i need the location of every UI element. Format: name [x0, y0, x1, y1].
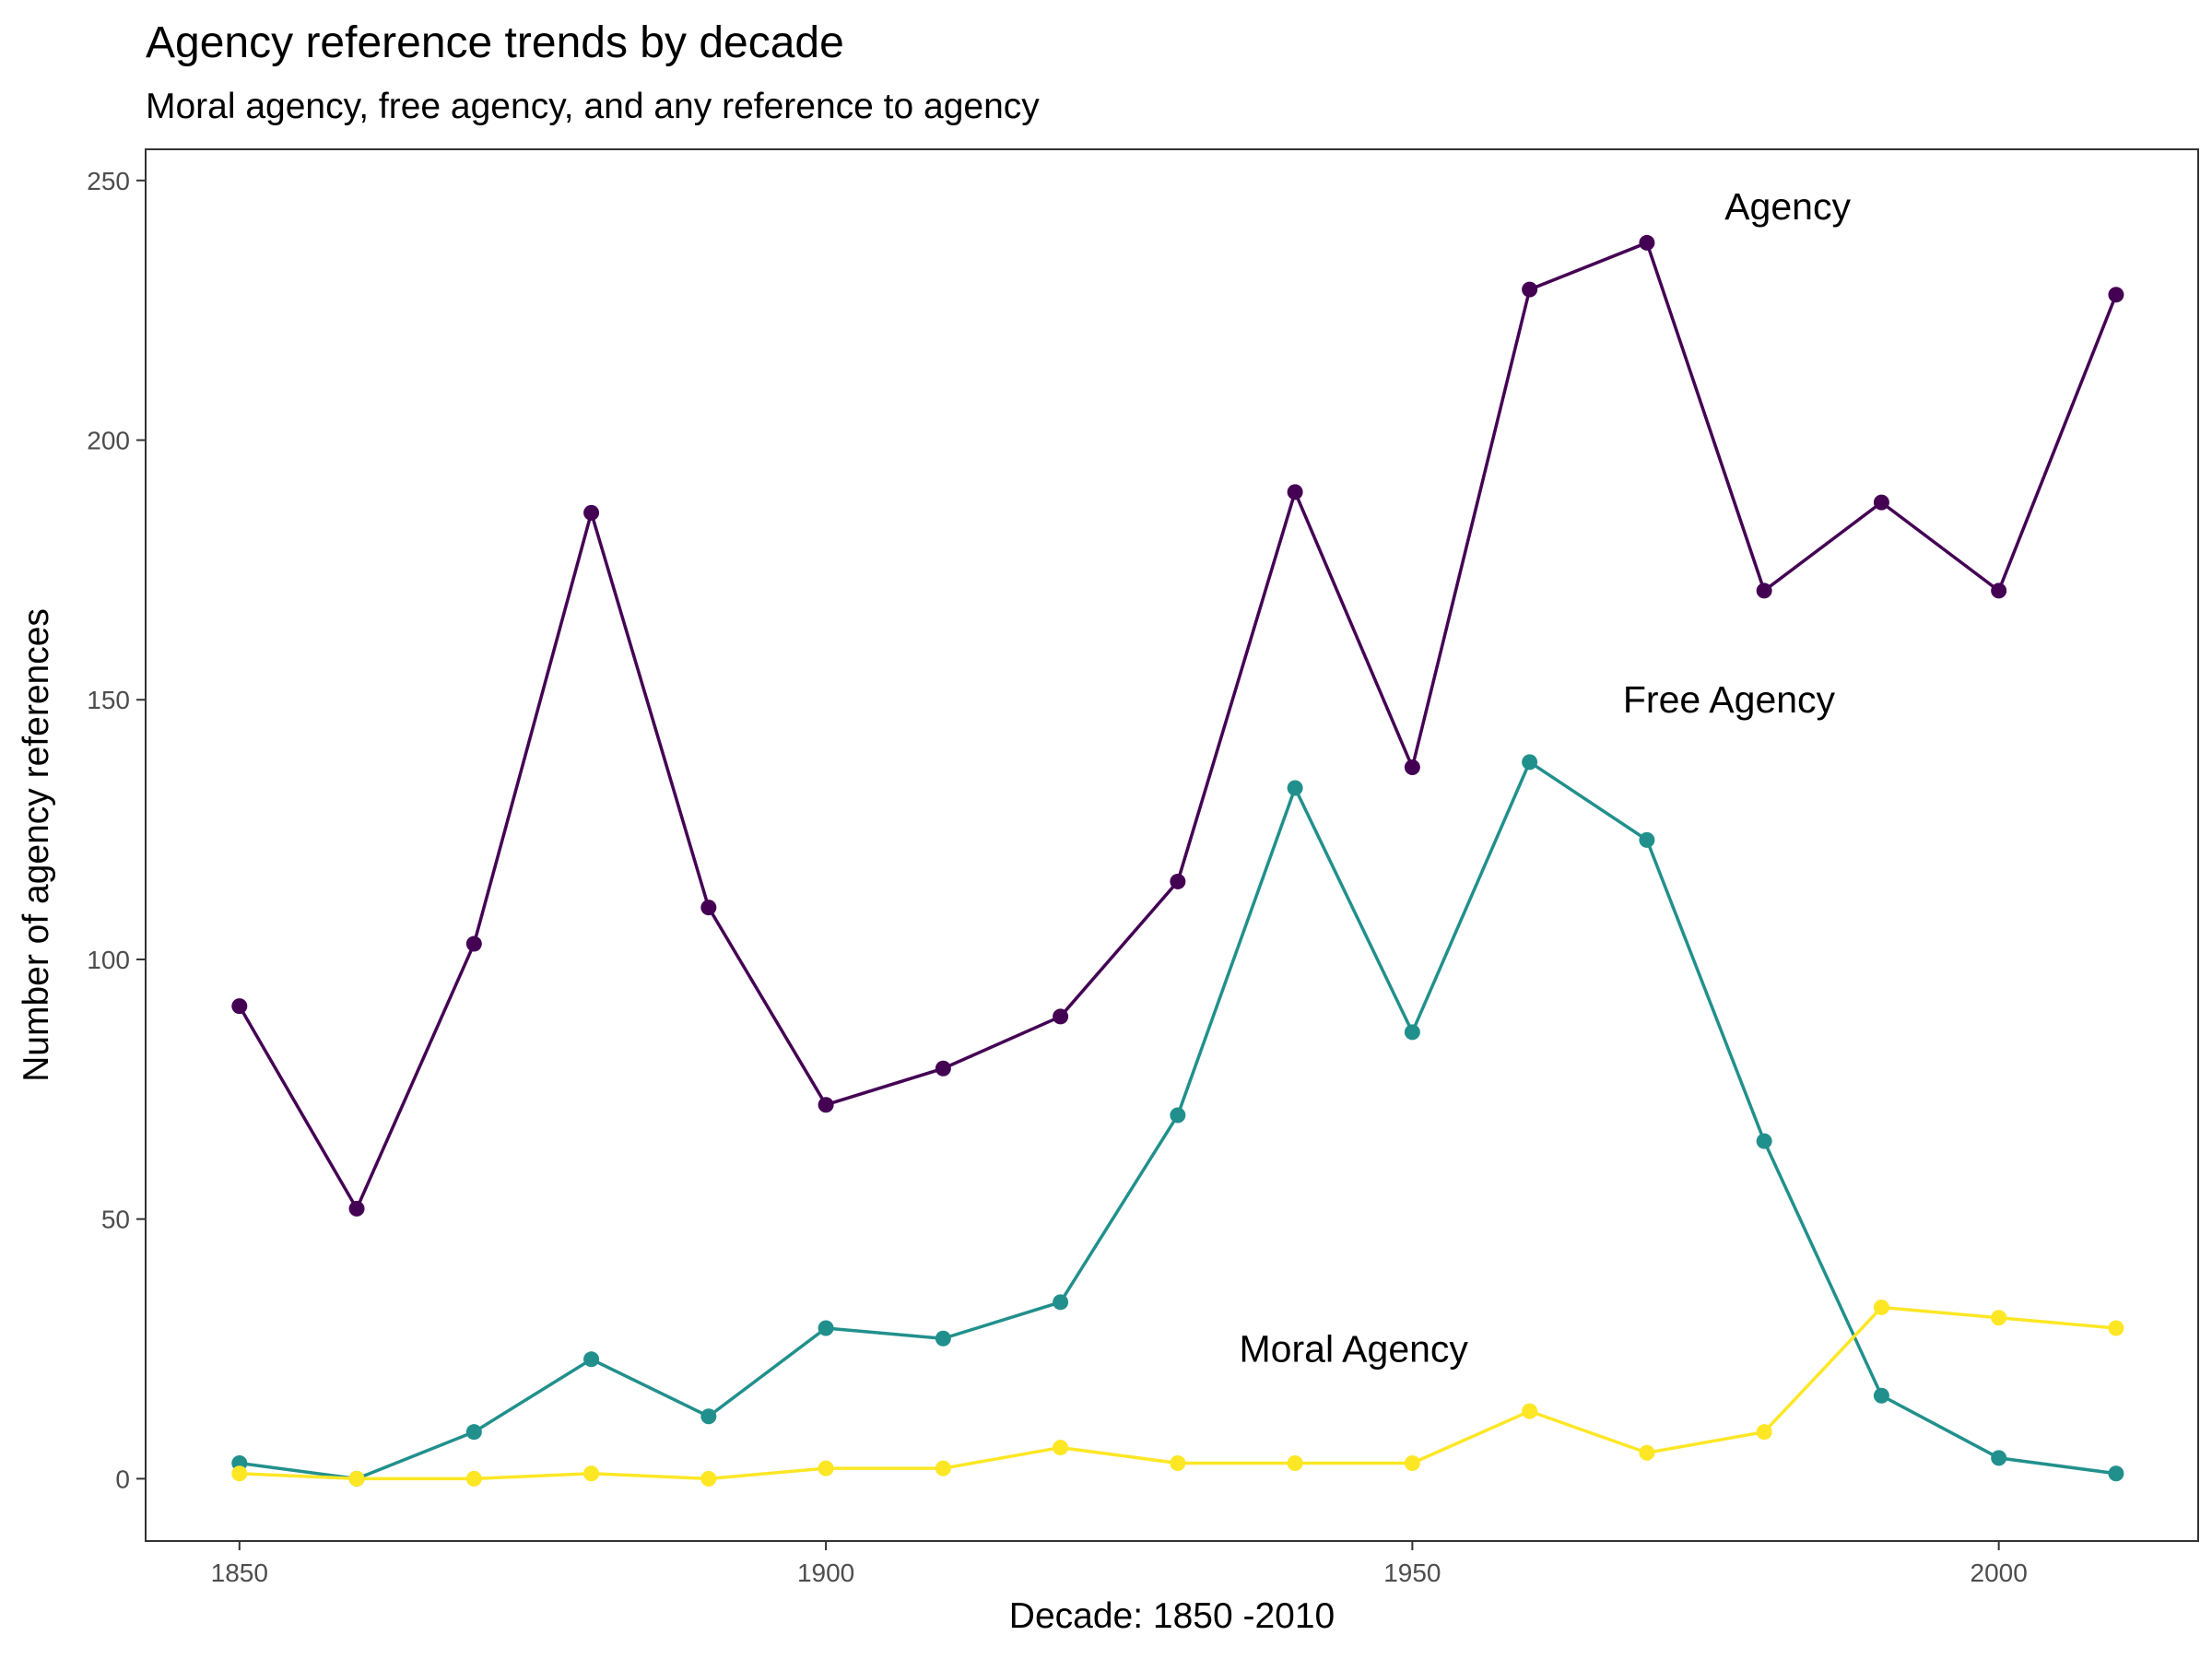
x-axis-title: Decade: 1850 -2010 [1009, 1596, 1335, 1636]
x-tick-label: 1900 [797, 1559, 854, 1587]
data-point-agency [583, 504, 600, 521]
data-point-moral-agency [1287, 1454, 1303, 1471]
data-point-moral-agency [231, 1465, 248, 1482]
data-point-moral-agency [2108, 1320, 2124, 1336]
data-point-agency [935, 1060, 951, 1077]
data-point-moral-agency [1991, 1310, 2007, 1326]
data-point-free-agency [1639, 831, 1655, 848]
series-free-agency [231, 754, 2124, 1487]
y-tick-label: 50 [101, 1206, 130, 1234]
y-tick-label: 100 [87, 946, 130, 974]
data-point-free-agency [1873, 1387, 1889, 1404]
data-point-agency [818, 1097, 834, 1113]
series-layer [231, 234, 2124, 1487]
series-line-agency [238, 241, 2118, 1211]
data-point-free-agency [1991, 1450, 2007, 1466]
data-point-agency [1287, 484, 1303, 500]
data-point-moral-agency [1522, 1403, 1538, 1419]
y-tick-label: 0 [115, 1465, 130, 1493]
data-point-moral-agency [818, 1460, 834, 1477]
series-agency [231, 234, 2124, 1217]
chart-subtitle: Moral agency, free agency, and any refer… [146, 87, 1040, 126]
plot-panel [145, 148, 2199, 1542]
data-point-free-agency [935, 1330, 951, 1347]
data-point-free-agency [1404, 1024, 1420, 1041]
data-point-agency [700, 900, 717, 916]
data-point-agency [465, 935, 482, 952]
data-point-agency [1522, 281, 1538, 298]
data-point-moral-agency [1756, 1424, 1772, 1441]
data-point-moral-agency [700, 1470, 717, 1487]
series-annotation: Agency [1724, 185, 1851, 228]
data-point-moral-agency [465, 1470, 482, 1487]
data-point-agency [1873, 494, 1889, 511]
y-tick-label: 200 [87, 427, 130, 455]
data-point-agency [1639, 234, 1655, 251]
data-point-free-agency [1287, 780, 1303, 796]
data-point-moral-agency [348, 1470, 365, 1487]
data-point-moral-agency [1639, 1444, 1655, 1461]
data-point-agency [348, 1200, 365, 1217]
data-point-moral-agency [1170, 1454, 1186, 1471]
data-point-free-agency [700, 1408, 717, 1425]
x-tick-label: 2000 [1971, 1559, 2028, 1587]
data-point-free-agency [583, 1351, 600, 1368]
data-point-agency [1170, 873, 1186, 889]
y-tick-label: 250 [87, 167, 130, 195]
annotation-layer: Agency Free Agency Moral Agency [1240, 185, 1852, 1371]
data-point-agency [2108, 287, 2124, 303]
data-point-moral-agency [1873, 1299, 1889, 1315]
series-annotation: Free Agency [1623, 678, 1836, 721]
data-point-free-agency [818, 1320, 834, 1336]
series-annotation: Moral Agency [1240, 1328, 1469, 1371]
data-point-free-agency [1170, 1107, 1186, 1124]
x-axis: 1850 1900 1950 2000 [211, 1541, 2028, 1587]
data-point-free-agency [1756, 1133, 1772, 1149]
y-tick-label: 150 [87, 686, 130, 714]
y-axis: 0 50 100 150 200 250 [87, 167, 146, 1493]
data-point-agency [231, 998, 248, 1015]
data-point-moral-agency [583, 1465, 600, 1482]
x-tick-label: 1850 [211, 1559, 268, 1587]
data-point-moral-agency [1053, 1440, 1069, 1456]
data-point-free-agency [1053, 1294, 1069, 1311]
data-point-free-agency [465, 1424, 482, 1441]
data-point-agency [1404, 759, 1420, 775]
series-moral-agency [231, 1299, 2124, 1487]
data-point-agency [1991, 582, 2007, 599]
chart-title: Agency reference trends by decade [146, 18, 844, 67]
y-axis-title: Number of agency references [17, 608, 56, 1082]
data-point-free-agency [1522, 754, 1538, 771]
data-point-moral-agency [1404, 1454, 1420, 1471]
data-point-free-agency [2108, 1465, 2124, 1482]
data-point-agency [1756, 582, 1772, 599]
x-tick-label: 1950 [1383, 1559, 1441, 1587]
data-point-agency [1053, 1008, 1069, 1025]
series-line-moral-agency [239, 1305, 2117, 1481]
data-point-moral-agency [935, 1460, 951, 1477]
